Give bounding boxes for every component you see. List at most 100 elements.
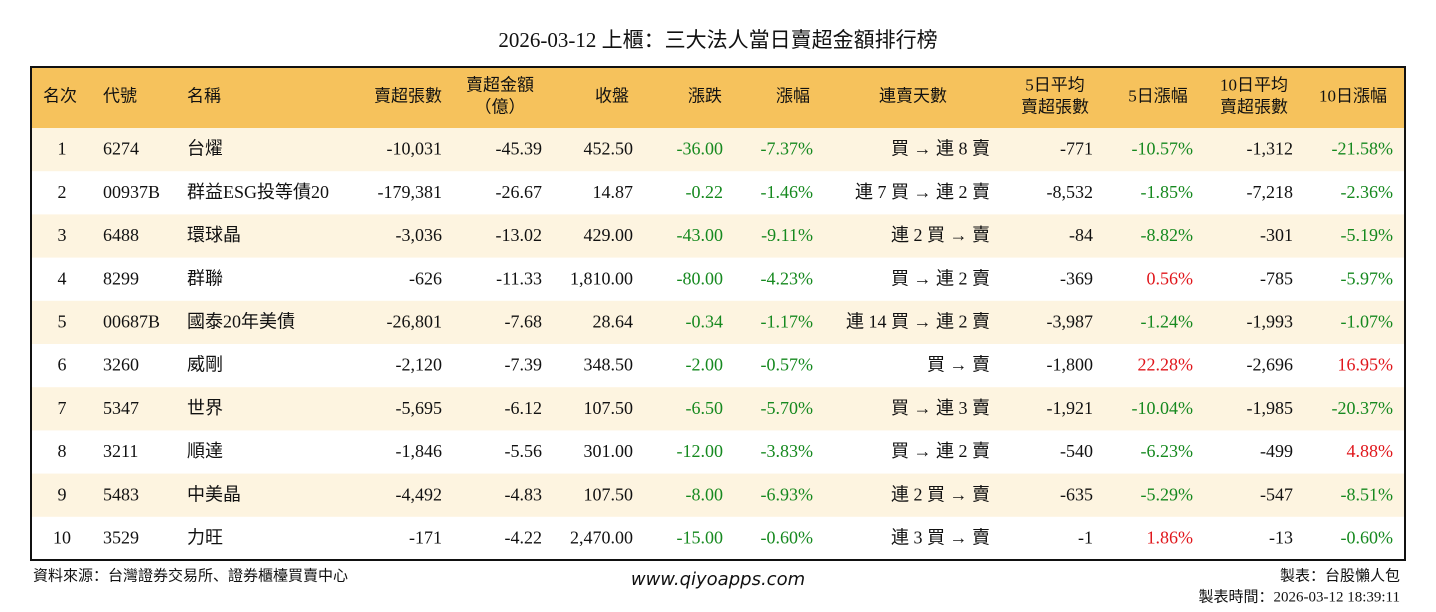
table-cell: 國泰20年美債 bbox=[187, 312, 295, 332]
table-cell: -1.85% bbox=[1141, 182, 1194, 202]
table-cell: 8 bbox=[58, 441, 67, 461]
table-cell: -1,985 bbox=[1247, 398, 1294, 418]
column-header: 5日平均 bbox=[1025, 75, 1085, 94]
table-cell: 16.95% bbox=[1338, 355, 1394, 375]
table-cell: 買 → 連 2 賣 bbox=[891, 268, 990, 288]
row-stripe bbox=[31, 387, 1405, 431]
table-cell: -7.39 bbox=[505, 355, 543, 375]
table-cell: -2,120 bbox=[396, 355, 443, 375]
table-cell: -0.60% bbox=[1341, 528, 1394, 548]
table-cell: 452.50 bbox=[584, 139, 634, 159]
table-cell: 連 2 買 → 賣 bbox=[891, 225, 990, 245]
table-cell: 301.00 bbox=[584, 441, 634, 461]
table-cell: -547 bbox=[1260, 484, 1293, 504]
table-cell: -5.29% bbox=[1141, 484, 1194, 504]
column-header: 賣超張數 bbox=[1220, 97, 1288, 116]
table-cell: 14.87 bbox=[593, 182, 634, 202]
table-cell: -2,696 bbox=[1247, 355, 1294, 375]
table-cell: 6488 bbox=[103, 225, 139, 245]
column-header: 10日平均 bbox=[1220, 75, 1288, 94]
table-cell: 連 3 買 → 賣 bbox=[891, 528, 990, 548]
column-header: 5日漲幅 bbox=[1128, 86, 1188, 105]
table-cell: -4.22 bbox=[505, 528, 543, 548]
table-cell: -369 bbox=[1060, 268, 1093, 288]
table-cell: -6.50 bbox=[686, 398, 724, 418]
table-cell: -6.23% bbox=[1141, 441, 1194, 461]
table-cell: 6274 bbox=[103, 139, 139, 159]
table-cell: 1 bbox=[58, 139, 67, 159]
table-cell: -8.00 bbox=[686, 484, 724, 504]
table-cell: -1,846 bbox=[396, 441, 443, 461]
column-header: 漲跌 bbox=[688, 86, 722, 105]
table-cell: 7 bbox=[58, 398, 67, 418]
column-header: 名稱 bbox=[187, 86, 221, 105]
table-cell: -635 bbox=[1060, 484, 1093, 504]
table-cell: -6.93% bbox=[761, 484, 814, 504]
table-cell: -540 bbox=[1060, 441, 1093, 461]
header-bg bbox=[31, 67, 1405, 128]
column-header: 代號 bbox=[103, 86, 137, 105]
column-header: 賣超金額 bbox=[466, 75, 534, 94]
table-cell: -26,801 bbox=[387, 312, 443, 332]
column-header: 10日漲幅 bbox=[1319, 86, 1387, 105]
table-cell: 威剛 bbox=[187, 355, 223, 375]
table-cell: 世界 bbox=[187, 398, 223, 418]
table-cell: 6 bbox=[58, 355, 67, 375]
table-cell: -3,987 bbox=[1047, 312, 1094, 332]
table-cell: 28.64 bbox=[593, 312, 634, 332]
author: 製表：台股懶人包 bbox=[1280, 567, 1400, 584]
table-cell: -5.19% bbox=[1341, 225, 1394, 245]
table-cell: -2.00 bbox=[686, 355, 724, 375]
table-cell: -5.56 bbox=[505, 441, 543, 461]
table-cell: -36.00 bbox=[677, 139, 724, 159]
table-cell: -80.00 bbox=[677, 268, 724, 288]
table-cell: 22.28% bbox=[1138, 355, 1194, 375]
table-cell: -4.23% bbox=[761, 268, 814, 288]
column-header: 收盤 bbox=[595, 86, 629, 105]
table-cell: -771 bbox=[1060, 139, 1093, 159]
table-cell: -13 bbox=[1269, 528, 1293, 548]
table-cell: -1.17% bbox=[761, 312, 814, 332]
table-cell: -301 bbox=[1260, 225, 1293, 245]
table-cell: -2.36% bbox=[1341, 182, 1394, 202]
table-cell: 3 bbox=[58, 225, 67, 245]
table-cell: -3.83% bbox=[761, 441, 814, 461]
table-cell: -1.07% bbox=[1341, 312, 1394, 332]
table-border bbox=[30, 66, 1406, 561]
table-cell: -45.39 bbox=[496, 139, 543, 159]
table-cell: -1.24% bbox=[1141, 312, 1194, 332]
table-cell: 00687B bbox=[103, 312, 160, 332]
row-stripe bbox=[31, 473, 1405, 517]
table-cell: 1,810.00 bbox=[570, 268, 633, 288]
table-cell: 1.86% bbox=[1147, 528, 1194, 548]
table-cell: -171 bbox=[409, 528, 442, 548]
table-cell: -179,381 bbox=[378, 182, 443, 202]
table-cell: -0.34 bbox=[686, 312, 724, 332]
table-cell: -1,993 bbox=[1247, 312, 1294, 332]
table-cell: -10.04% bbox=[1132, 398, 1194, 418]
table-cell: -5,695 bbox=[396, 398, 443, 418]
table-cell: -0.22 bbox=[686, 182, 724, 202]
table-cell: 3529 bbox=[103, 528, 139, 548]
source: 資料來源：台灣證券交易所、證券櫃檯買賣中心 bbox=[33, 566, 348, 584]
table-cell: 0.56% bbox=[1147, 268, 1194, 288]
table-cell: 429.00 bbox=[584, 225, 634, 245]
table-cell: -3,036 bbox=[396, 225, 443, 245]
table-cell: -5.70% bbox=[761, 398, 814, 418]
table-cell: -5.97% bbox=[1341, 268, 1394, 288]
table-cell: -84 bbox=[1069, 225, 1093, 245]
table-cell: 買 → 連 8 賣 bbox=[891, 139, 990, 159]
table-cell: -1,921 bbox=[1047, 398, 1094, 418]
table-cell: 348.50 bbox=[584, 355, 634, 375]
table-cell: -7,218 bbox=[1247, 182, 1294, 202]
table-cell: -8,532 bbox=[1047, 182, 1094, 202]
table-cell: 00937B bbox=[103, 182, 160, 202]
table-cell: 5347 bbox=[103, 398, 139, 418]
row-stripe bbox=[31, 214, 1405, 258]
table-cell: -626 bbox=[409, 268, 442, 288]
table-cell: 3260 bbox=[103, 355, 139, 375]
table-cell: 順達 bbox=[187, 441, 223, 461]
table-cell: 力旺 bbox=[187, 528, 223, 548]
table-cell: -8.82% bbox=[1141, 225, 1194, 245]
